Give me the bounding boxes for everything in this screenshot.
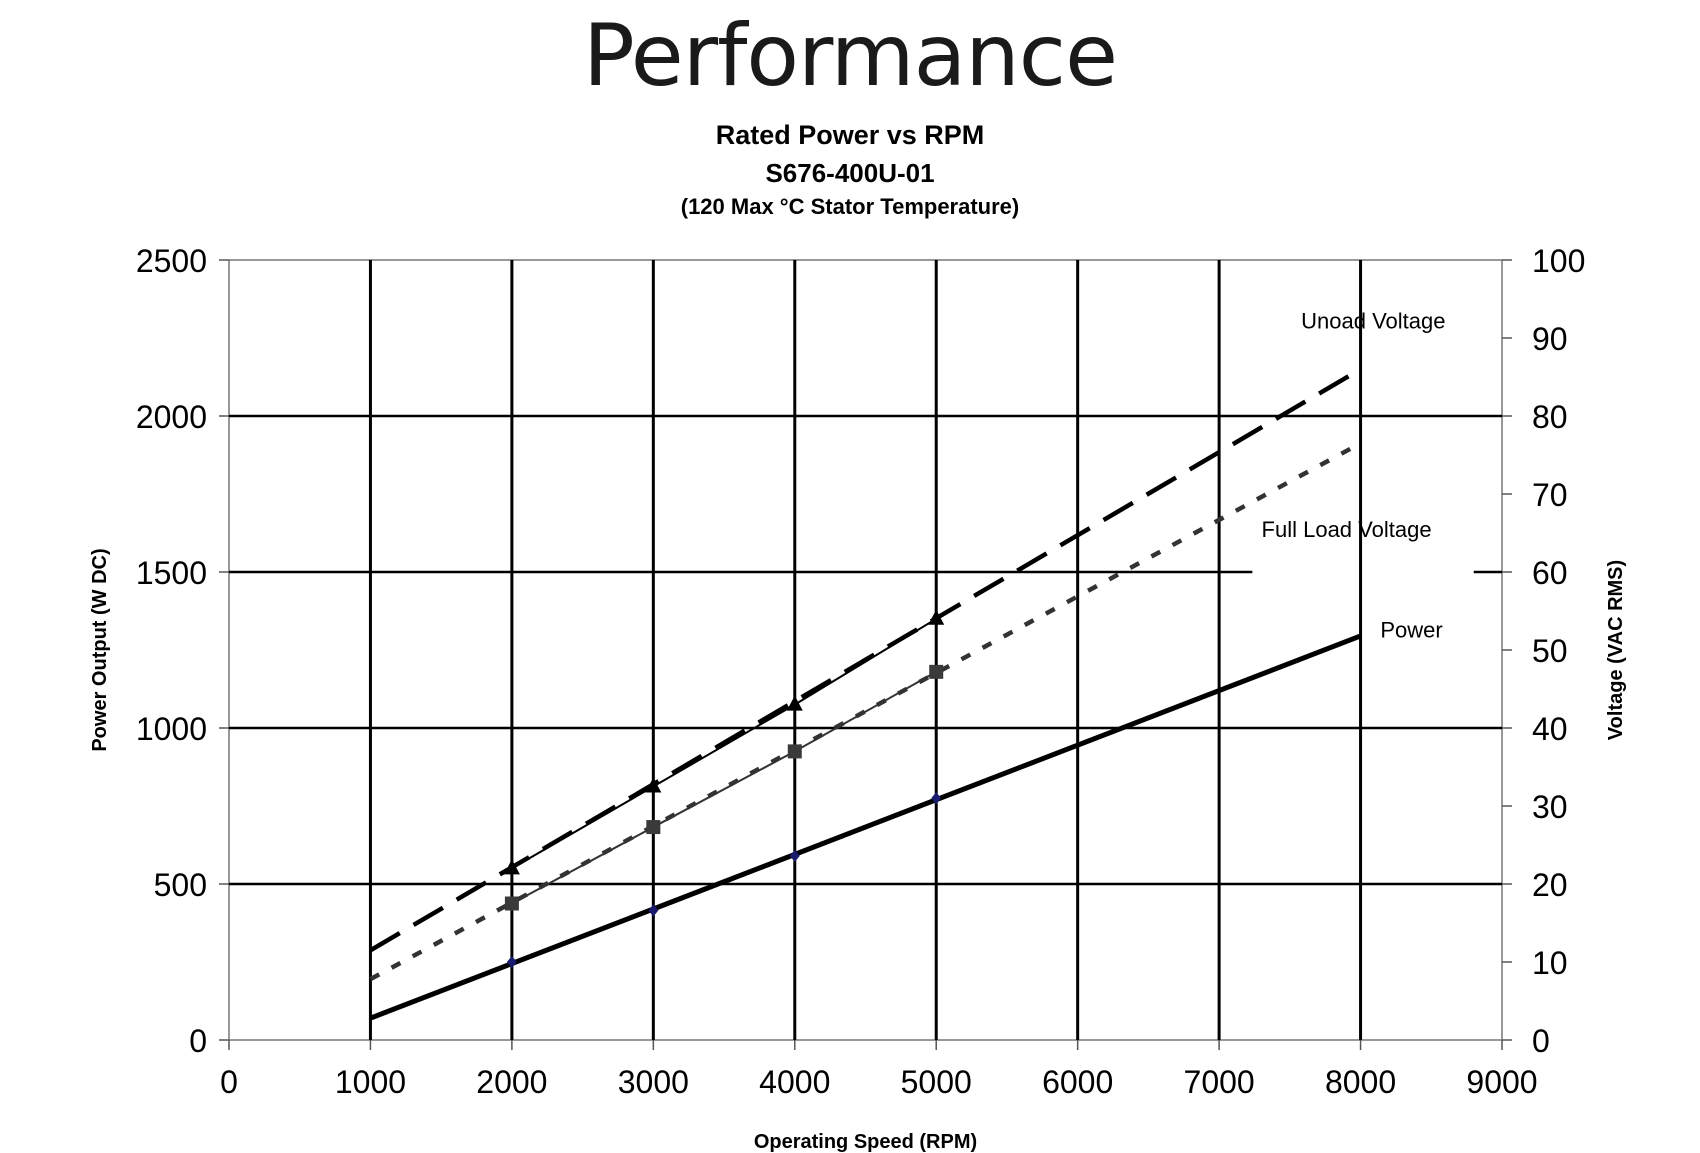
y-axis-title: Power Output (W DC) — [89, 548, 111, 751]
series-point-square — [646, 820, 661, 835]
series-marker-connector — [511, 617, 937, 870]
x-tick-label: 4000 — [759, 1064, 830, 1100]
y2-tick-label: 70 — [1532, 477, 1568, 513]
series-point-triangle — [645, 777, 662, 793]
series-point-diamond — [648, 904, 659, 917]
x-tick-label: 3000 — [618, 1064, 689, 1100]
y2-tick-label: 50 — [1532, 633, 1568, 669]
y-tick-label: 1500 — [136, 555, 207, 591]
x-tick-label: 6000 — [1042, 1064, 1113, 1100]
series-point-diamond — [789, 849, 800, 862]
x-tick-label: 2000 — [476, 1064, 547, 1100]
x-tick-label: 5000 — [901, 1064, 972, 1100]
y-tick-label: 500 — [154, 867, 207, 903]
chart-axes: 0 1000 2000 3000 4000 5000 6000 7000 8000 9000050… — [89, 243, 1627, 1153]
series-marker-connector — [511, 670, 937, 905]
series-point-diamond — [931, 792, 942, 805]
y2-tick-label: 60 — [1532, 555, 1568, 591]
page-title: Performance — [583, 6, 1118, 106]
y2-tick-label: 0 — [1532, 1023, 1550, 1059]
y2-tick-label: 90 — [1532, 321, 1568, 357]
series-point-triangle — [786, 695, 803, 711]
y2-axis-title: Voltage (VAC RMS) — [1605, 560, 1627, 740]
series-point-triangle — [928, 609, 945, 625]
y2-tick-label: 40 — [1532, 711, 1568, 747]
x-tick-label: 0 — [220, 1064, 238, 1100]
y-tick-label: 2500 — [136, 243, 207, 279]
series-line — [369, 367, 1362, 953]
chart-series — [369, 367, 1362, 1021]
y2-tick-label: 30 — [1532, 789, 1568, 825]
y2-tick-label: 20 — [1532, 867, 1568, 903]
y2-tick-label: 100 — [1532, 243, 1585, 279]
y-tick-label: 0 — [189, 1023, 207, 1059]
chart-model-number: S676-400U-01 — [765, 158, 935, 188]
chart-labels: Unoad Voltage Full Load Voltage Power — [1262, 309, 1446, 643]
chart-title: Rated Power vs RPM — [715, 120, 985, 150]
x-tick-label: 9000 — [1466, 1064, 1537, 1100]
y-tick-label: 1000 — [136, 711, 207, 747]
x-tick-label: 1000 — [335, 1064, 406, 1100]
series-label: Unoad Voltage — [1301, 309, 1445, 334]
x-tick-label: 7000 — [1184, 1064, 1255, 1100]
series-point-square — [787, 744, 802, 759]
series-line — [369, 441, 1362, 982]
x-axis-title: Operating Speed (RPM) — [754, 1131, 977, 1153]
x-tick-label: 8000 — [1325, 1064, 1396, 1100]
y-tick-label: 2000 — [136, 399, 207, 435]
series-marker-connector — [511, 797, 937, 963]
series-label: Power — [1380, 618, 1442, 643]
chart-temperature-note: (120 Max °C Stator Temperature) — [680, 194, 1020, 219]
series-point-triangle — [503, 859, 520, 875]
series-point-square — [929, 664, 944, 679]
y2-tick-label: 80 — [1532, 399, 1568, 435]
series-point-diamond — [506, 956, 517, 968]
series-label: Full Load Voltage — [1262, 517, 1432, 542]
series-point-square — [504, 896, 519, 911]
y2-tick-label: 10 — [1532, 945, 1568, 981]
